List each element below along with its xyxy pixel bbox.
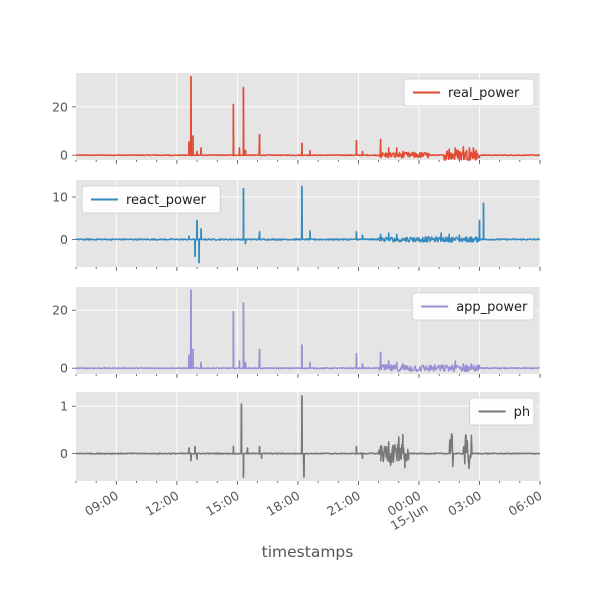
series-spikes — [188, 395, 406, 478]
x-tick-label: 03:00 — [445, 488, 484, 519]
legend-label: real_power — [448, 86, 520, 101]
x-tick-label: 18:00 — [264, 488, 303, 519]
y-tick-label: 0 — [60, 361, 68, 376]
panel-x-ticks — [75, 374, 541, 378]
y-tick-label: 1 — [60, 399, 68, 414]
legend-label: react_power — [126, 193, 207, 208]
x-tick-label: 09:00 — [82, 488, 121, 519]
legend-label: app_power — [456, 300, 528, 315]
panel-ph: 0 1 ph — [60, 392, 541, 485]
panel-x-ticks — [75, 160, 541, 164]
y-tick-label: 20 — [52, 303, 68, 318]
panel-real_power: 0 20 real_power — [52, 73, 541, 164]
series-line-ph — [75, 395, 541, 478]
panel-app_power: 0 20 app_power — [52, 287, 541, 378]
legend: real_power — [403, 78, 535, 107]
legend-frame — [403, 78, 535, 107]
x-axis-label: timestamps — [262, 543, 354, 561]
legend-frame — [81, 185, 221, 214]
series-spikes — [188, 289, 473, 369]
legend: ph — [469, 397, 535, 426]
series-line-app_power — [75, 289, 541, 373]
panel-react_power: 0 10 react_power — [52, 180, 541, 271]
y-tick-label: 0 — [60, 232, 68, 247]
x-tick-label: 06:00 — [506, 488, 545, 519]
series-spikes — [188, 186, 485, 263]
legend-label: ph — [514, 405, 531, 420]
legend-frame — [411, 292, 535, 321]
plot-background — [76, 392, 540, 481]
x-tick-label: 15:00 — [203, 488, 242, 519]
y-tick-label: 20 — [52, 99, 68, 114]
x-tick-label: 21:00 — [324, 488, 363, 519]
y-tick-label: 0 — [60, 446, 68, 461]
series-line-real_power — [75, 75, 541, 161]
series-line-react_power — [75, 185, 540, 264]
panel-x-ticks — [75, 267, 541, 271]
x-tick-label: 12:00 — [143, 488, 182, 519]
series-spikes — [188, 76, 475, 156]
panel-x-ticks — [75, 481, 541, 485]
legend: react_power — [81, 185, 221, 214]
y-tick-label: 10 — [52, 189, 68, 204]
y-tick-label: 0 — [60, 148, 68, 163]
legend: app_power — [411, 292, 535, 321]
